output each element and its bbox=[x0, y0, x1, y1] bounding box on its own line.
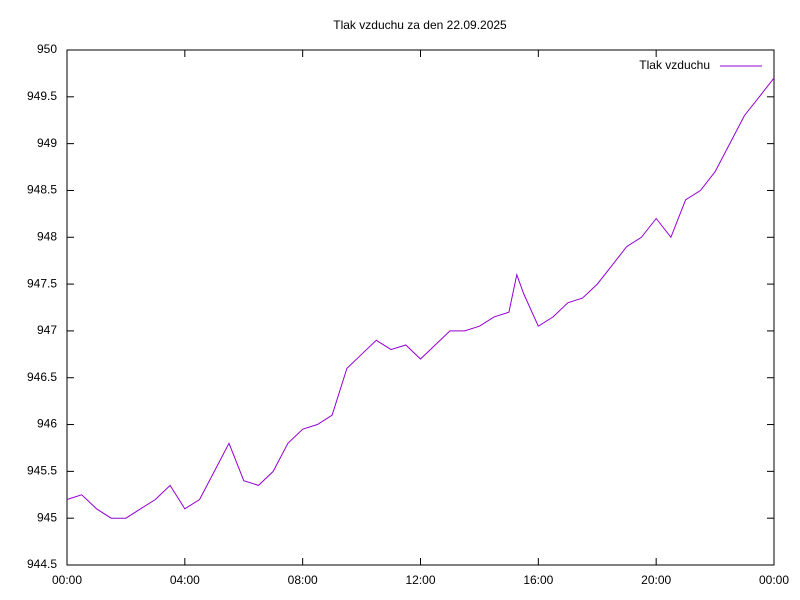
y-tick-label: 947 bbox=[37, 323, 57, 337]
y-tick-label: 946.5 bbox=[27, 370, 57, 384]
y-tick-label: 945 bbox=[37, 510, 57, 524]
y-tick-label: 947.5 bbox=[27, 276, 57, 290]
y-tick-label: 948.5 bbox=[27, 183, 57, 197]
y-tick-label: 949.5 bbox=[27, 89, 57, 103]
x-tick-label: 04:00 bbox=[170, 573, 200, 587]
x-tick-label: 12:00 bbox=[405, 573, 435, 587]
x-tick-label: 20:00 bbox=[641, 573, 671, 587]
y-tick-label: 946 bbox=[37, 417, 57, 431]
y-tick-label: 948 bbox=[37, 229, 57, 243]
chart-title: Tlak vzduchu za den 22.09.2025 bbox=[333, 18, 507, 32]
x-tick-label: 00:00 bbox=[759, 573, 789, 587]
x-tick-label: 00:00 bbox=[52, 573, 82, 587]
y-tick-label: 950 bbox=[37, 42, 57, 56]
y-tick-label: 945.5 bbox=[27, 464, 57, 478]
y-tick-label: 949 bbox=[37, 136, 57, 150]
x-tick-label: 16:00 bbox=[523, 573, 553, 587]
y-tick-label: 944.5 bbox=[27, 557, 57, 571]
x-tick-label: 08:00 bbox=[288, 573, 318, 587]
legend-label: Tlak vzduchu bbox=[639, 58, 710, 72]
data-line bbox=[66, 77, 775, 519]
